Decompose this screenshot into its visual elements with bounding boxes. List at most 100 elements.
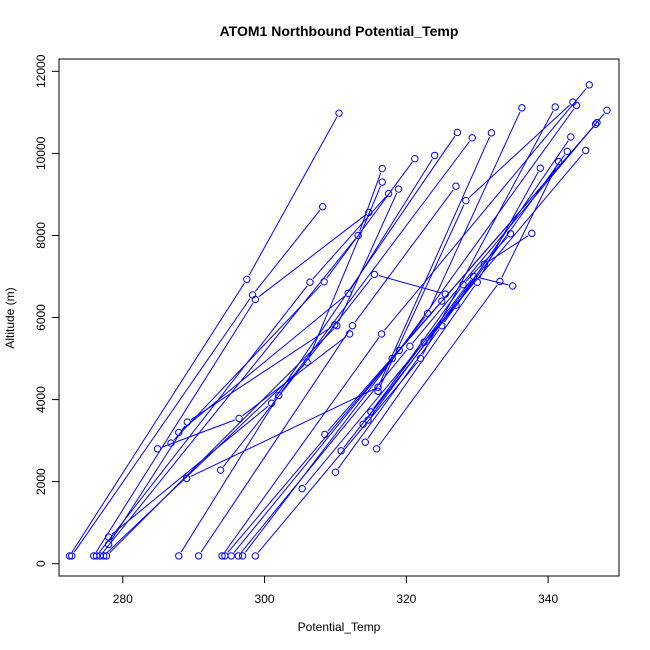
data-point (591, 120, 600, 128)
series-segment (254, 209, 321, 292)
series-31 (359, 230, 515, 428)
series-segment (190, 388, 375, 477)
data-point (378, 164, 386, 173)
data-point (468, 134, 476, 142)
data-point (175, 552, 183, 560)
data-point (555, 157, 563, 166)
series-layer (65, 81, 611, 560)
series-28 (372, 157, 563, 453)
series-segment (378, 284, 498, 446)
data-point (298, 484, 306, 493)
data-point (374, 383, 382, 391)
series-segment (106, 364, 305, 554)
data-point (183, 418, 192, 426)
series-21 (238, 104, 526, 560)
data-point (321, 430, 329, 439)
series-segment (367, 285, 476, 439)
data-point (335, 109, 343, 117)
data-point (459, 280, 467, 289)
data-point (487, 129, 496, 137)
y-tick-label: 0 (34, 560, 48, 567)
data-point (593, 118, 601, 127)
y-axis: 0 2000 4000 6000 8000 10000 12000 (34, 54, 60, 567)
series-1 (65, 109, 343, 560)
data-point (367, 408, 375, 416)
series-27 (361, 164, 545, 446)
series-segment (501, 165, 558, 278)
data-point (306, 278, 314, 286)
series-segment (200, 329, 351, 553)
series-segment (401, 108, 575, 347)
series-segment (161, 419, 236, 448)
series-segment (223, 277, 373, 467)
y-tick-label: 4000 (34, 386, 48, 413)
series-segment (326, 162, 413, 279)
series-15 (182, 129, 496, 483)
series-segment (110, 425, 186, 541)
data-point (452, 182, 460, 190)
data-point (496, 277, 504, 286)
data-point (536, 164, 545, 172)
data-point (462, 196, 470, 205)
data-point (372, 445, 381, 453)
data-point (395, 346, 403, 355)
data-point (518, 104, 526, 112)
series-13 (175, 134, 476, 560)
series-12 (175, 151, 439, 437)
data-point (99, 552, 108, 560)
x-tick-label: 300 (255, 592, 275, 606)
series-segment (422, 110, 554, 355)
series-segment (258, 214, 366, 298)
series-7 (102, 185, 403, 560)
data-point (370, 270, 379, 279)
series-segment (95, 302, 254, 553)
series-segment (180, 399, 277, 553)
data-point (68, 552, 76, 560)
series-5 (96, 164, 386, 560)
series-segment (354, 189, 454, 323)
series-segment (379, 204, 465, 388)
data-point (194, 552, 203, 560)
y-tick-label: 6000 (34, 304, 48, 331)
series-segment (102, 238, 356, 553)
series-segment (240, 349, 408, 553)
data-point (104, 533, 113, 541)
data-point (167, 439, 175, 447)
data-point (528, 229, 536, 238)
data-point (104, 540, 113, 549)
data-point (348, 322, 357, 330)
data-point (394, 185, 403, 193)
data-point (337, 447, 345, 455)
data-point (238, 552, 247, 560)
series-segment (244, 316, 426, 553)
series-8 (104, 128, 462, 541)
series-24 (298, 146, 590, 493)
y-tick-label: 8000 (34, 222, 48, 249)
series-segment (327, 304, 440, 432)
data-point (361, 438, 369, 446)
data-point (251, 552, 260, 560)
series-22 (251, 103, 559, 560)
series-segment (426, 153, 584, 340)
series-11 (167, 155, 419, 447)
series-segment (384, 87, 587, 331)
data-point (235, 414, 243, 423)
data-point (153, 445, 162, 453)
data-point (175, 428, 183, 437)
y-tick-label: 2000 (34, 468, 48, 495)
data-point (377, 330, 386, 338)
series-segment (365, 288, 461, 421)
data-point (216, 466, 225, 474)
series-segment (233, 353, 397, 553)
x-tick-label: 280 (113, 592, 133, 606)
data-point (234, 552, 243, 560)
data-point (480, 260, 489, 268)
series-segment (312, 196, 387, 280)
series-23 (321, 118, 601, 439)
series-segment (308, 186, 381, 359)
series-segment (109, 328, 335, 554)
y-axis-label: Altitude (m) (3, 287, 17, 348)
series-segment (248, 116, 338, 276)
series-segment (359, 172, 382, 232)
